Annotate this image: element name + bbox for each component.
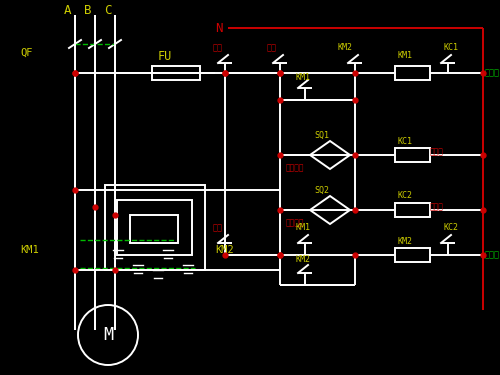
Text: KC2: KC2 [444, 224, 459, 232]
Text: A: A [64, 3, 72, 16]
Bar [152, 66, 200, 80]
Bar [395, 148, 430, 162]
Text: KM2: KM2 [398, 237, 413, 246]
Text: 接近开关: 接近开关 [286, 219, 304, 228]
Text: KM1: KM1 [20, 245, 39, 255]
Bar [130, 215, 178, 243]
Text: 急停: 急停 [213, 44, 223, 52]
Text: KM1: KM1 [296, 72, 311, 81]
Text: KC1: KC1 [444, 44, 459, 52]
Bar [395, 248, 430, 262]
Text: N: N [215, 21, 222, 34]
Text: 继电器: 继电器 [430, 202, 444, 211]
Bar [395, 66, 430, 80]
Text: KM1: KM1 [296, 224, 311, 232]
Text: 原跟位: 原跟位 [485, 69, 500, 78]
Text: KM2: KM2 [296, 255, 311, 264]
Text: SQ2: SQ2 [314, 186, 330, 195]
Text: C: C [104, 3, 112, 16]
Text: KM1: KM1 [398, 51, 413, 60]
Text: QF: QF [20, 48, 32, 58]
Text: M: M [103, 326, 113, 344]
Text: KM2: KM2 [215, 245, 234, 255]
Text: 顺启: 顺启 [267, 44, 277, 52]
Text: KC1: KC1 [398, 136, 413, 146]
Text: KC2: KC2 [398, 192, 413, 201]
Text: SQ1: SQ1 [314, 130, 330, 140]
Text: 逆启: 逆启 [213, 224, 223, 232]
Bar [117, 200, 192, 255]
Text: FU: FU [158, 50, 172, 63]
Text: 继电器: 继电器 [430, 147, 444, 156]
Text: 接近开关: 接近开关 [286, 164, 304, 172]
Text: B: B [84, 3, 92, 16]
Bar [105, 185, 205, 270]
Text: 原跟位: 原跟位 [485, 251, 500, 260]
Text: KM2: KM2 [338, 44, 352, 52]
Bar [395, 203, 430, 217]
